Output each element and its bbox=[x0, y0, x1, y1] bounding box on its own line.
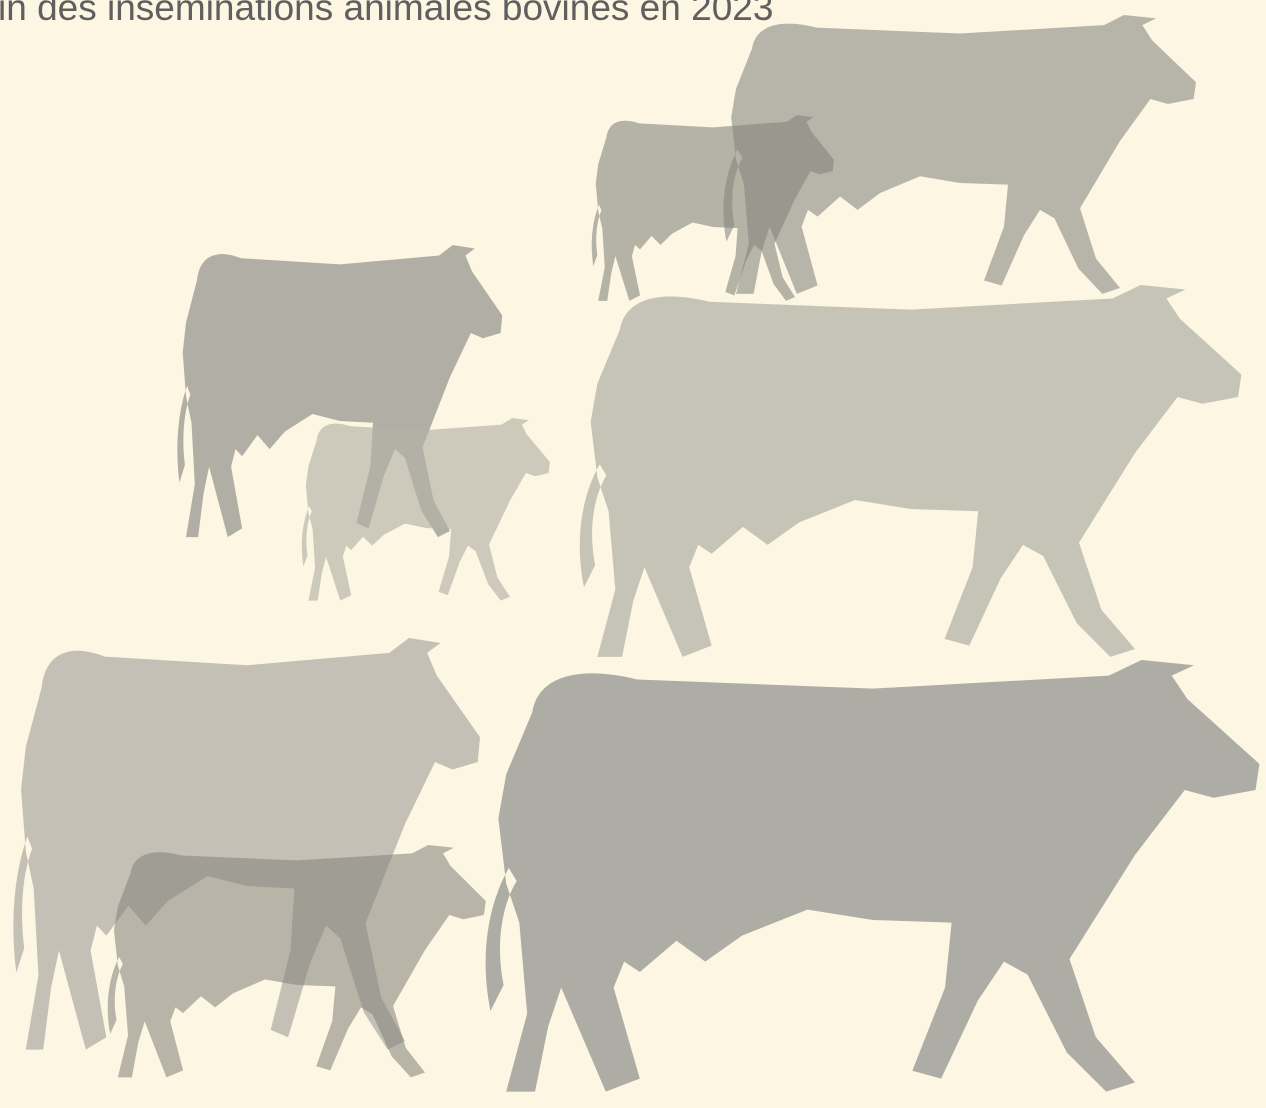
page-body: in des inséminations animales bovines en… bbox=[0, 0, 1266, 1108]
title: in des inséminations animales bovines en… bbox=[0, 0, 773, 28]
page: Inséminations animales bovines {"title":… bbox=[0, 0, 1266, 1108]
illustration: in des inséminations animales bovines en… bbox=[0, 0, 1266, 1108]
